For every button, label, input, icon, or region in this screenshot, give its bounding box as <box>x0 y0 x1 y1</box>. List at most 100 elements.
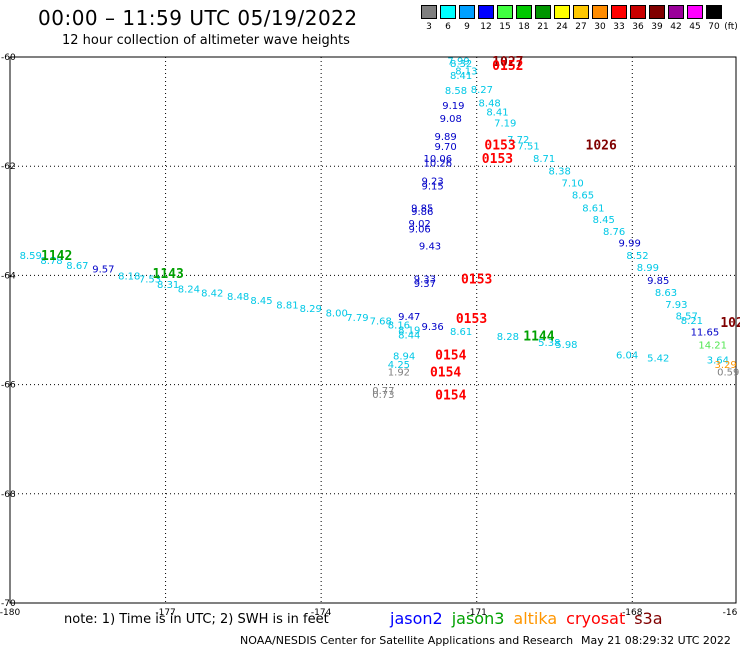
legend-swatch <box>554 5 570 19</box>
lon-tick-label: -171 <box>466 608 486 618</box>
wave-height-label: 8.42 <box>201 288 223 299</box>
legend-label: 18 <box>518 22 530 32</box>
satellite-s3a: s3a <box>634 609 663 628</box>
pass-time-label: 1143 <box>153 267 184 282</box>
legend-unit: (ft) <box>724 22 738 32</box>
wave-height-label: 7.93 <box>665 300 687 311</box>
wave-height-label: 9.02 <box>409 219 431 230</box>
wave-height-label: 9.43 <box>419 241 441 252</box>
wave-height-label: 8.81 <box>276 300 298 311</box>
wave-height-label: 5.98 <box>555 340 577 351</box>
legend-label: 36 <box>632 22 644 32</box>
legend-label: 12 <box>480 22 492 32</box>
pass-time-label: 0153 <box>461 273 492 288</box>
map-grid <box>10 57 736 603</box>
wave-height-label: 7.53 <box>139 275 161 286</box>
legend-swatch <box>497 5 513 19</box>
pass-time-label: 0153 <box>484 138 515 153</box>
wave-height-label: 8.38 <box>549 167 571 178</box>
wave-height-label: 8.18 <box>118 271 140 282</box>
wave-height-label: 7.51 <box>517 141 539 152</box>
legend-label: 24 <box>556 22 568 32</box>
legend-swatch <box>649 5 665 19</box>
lon-tick-label: -177 <box>155 608 175 618</box>
generated-timestamp: May 21 08:29:32 UTC 2022 <box>581 634 731 647</box>
wave-height-label: 8.41 <box>486 108 508 119</box>
satellite-jason2: jason2 <box>390 609 443 628</box>
credit-center: NOAA/NESDIS Center for Satellite Applica… <box>240 634 574 647</box>
legend-label: 70 <box>708 22 720 32</box>
legend-swatch <box>440 5 456 19</box>
wave-height-label: 8.59 <box>20 251 42 262</box>
satellite-altika: altika <box>513 609 558 628</box>
wave-height-label: 8.58 <box>445 86 467 97</box>
wave-height-label: 8.31 <box>157 280 179 291</box>
lat-tick-label: -62 <box>1 162 16 172</box>
pass-time-label: 1027 <box>492 55 523 70</box>
wave-height-label: 8.29 <box>300 304 322 315</box>
map-frame <box>9 56 737 604</box>
wave-height-label: 3.29 <box>714 360 736 371</box>
lat-tick-label: -66 <box>1 381 16 391</box>
legend-label: 21 <box>537 22 549 32</box>
wave-height-label: 8.00 <box>326 309 348 320</box>
legend-swatch <box>459 5 475 19</box>
pass-time-label: 0153 <box>482 152 513 167</box>
wave-height-label: 8.41 <box>450 71 472 82</box>
legend-swatch <box>668 5 684 19</box>
footnote: note: 1) Time is in UTC; 2) SWH is in fe… <box>64 612 329 627</box>
wave-height-label: 8.45 <box>593 215 615 226</box>
wave-height-label: 9.57 <box>92 264 114 275</box>
wave-height-label: 9.37 <box>414 279 436 290</box>
wave-height-label: 8.67 <box>66 261 88 272</box>
legend-swatch <box>706 5 722 19</box>
legend-label: 9 <box>464 22 470 32</box>
legend-label: 3 <box>426 22 432 32</box>
legend-label: 42 <box>670 22 682 32</box>
pass-time-labels: 1142114311441027015210260153015301530153… <box>41 55 740 404</box>
pass-time-label: 1025 <box>720 316 740 331</box>
wave-height-label: 8.65 <box>572 191 594 202</box>
wave-height-label: 9.70 <box>434 142 456 153</box>
wave-height-label: 8.44 <box>398 330 420 341</box>
wave-height-label: 0.73 <box>372 390 394 401</box>
wave-height-label: 8.48 <box>227 292 249 303</box>
legend-swatch <box>573 5 589 19</box>
wave-height-label: 3.64 <box>707 355 729 366</box>
wave-height-label: 7.10 <box>562 179 584 190</box>
wave-height-label: 8.13 <box>455 67 477 78</box>
legend-swatch <box>687 5 703 19</box>
wave-height-label: 8.27 <box>471 85 493 96</box>
wave-height-label: 8.57 <box>676 311 698 322</box>
wave-height-label: 9.89 <box>434 132 456 143</box>
wave-height-label: 14.21 <box>698 341 727 352</box>
wave-height-label: 8.63 <box>655 288 677 299</box>
wave-height-label: 9.99 <box>619 239 641 250</box>
wave-height-label: 5.42 <box>647 353 669 364</box>
lon-tick-label: -168 <box>622 608 643 618</box>
legend-label: 6 <box>445 22 451 32</box>
wave-height-label: 7.72 <box>507 135 529 146</box>
legend-label: 30 <box>594 22 606 32</box>
wave-height-label: 8.21 <box>681 316 703 327</box>
wave-height-label: 8.52 <box>626 251 648 262</box>
wave-height-label: 7.99 <box>447 56 469 67</box>
wave-height-label: 8.99 <box>637 263 659 274</box>
lat-tick-label: -64 <box>1 271 16 281</box>
satellite-legend: jason2 jason3 altika cryosat s3a <box>390 609 672 628</box>
wave-height-label: 11.65 <box>691 328 720 339</box>
pass-time-label: 1142 <box>41 249 72 264</box>
wave-height-label: 0.77 <box>372 386 394 397</box>
wave-height-label: 10.26 <box>424 158 453 169</box>
legend-swatch <box>535 5 551 19</box>
wave-height-label: 8.45 <box>250 296 272 307</box>
pass-time-label: 0154 <box>435 349 466 364</box>
lat-tick-label: -68 <box>1 490 16 500</box>
wave-height-label: 7.19 <box>494 119 516 130</box>
wave-height-label: 8.61 <box>450 327 472 338</box>
wave-height-label: 8.61 <box>582 204 604 215</box>
wave-height-label: 8.76 <box>603 227 625 238</box>
legend-swatch <box>478 5 494 19</box>
axis-ticks: -180 -177 -174 -171 -168 -16 -60 -62 -64 -66 -68 -7… <box>0 53 738 618</box>
